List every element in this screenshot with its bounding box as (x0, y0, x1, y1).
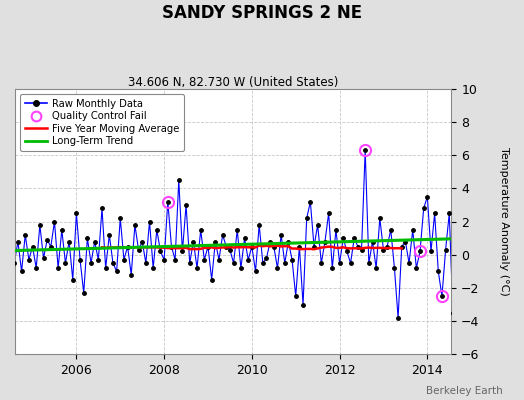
Title: 34.606 N, 82.730 W (United States): 34.606 N, 82.730 W (United States) (128, 76, 339, 89)
Text: SANDY SPRINGS 2 NE: SANDY SPRINGS 2 NE (162, 4, 362, 22)
Legend: Raw Monthly Data, Quality Control Fail, Five Year Moving Average, Long-Term Tren: Raw Monthly Data, Quality Control Fail, … (20, 94, 184, 152)
Text: Berkeley Earth: Berkeley Earth (427, 386, 503, 396)
Y-axis label: Temperature Anomaly (°C): Temperature Anomaly (°C) (499, 147, 509, 296)
